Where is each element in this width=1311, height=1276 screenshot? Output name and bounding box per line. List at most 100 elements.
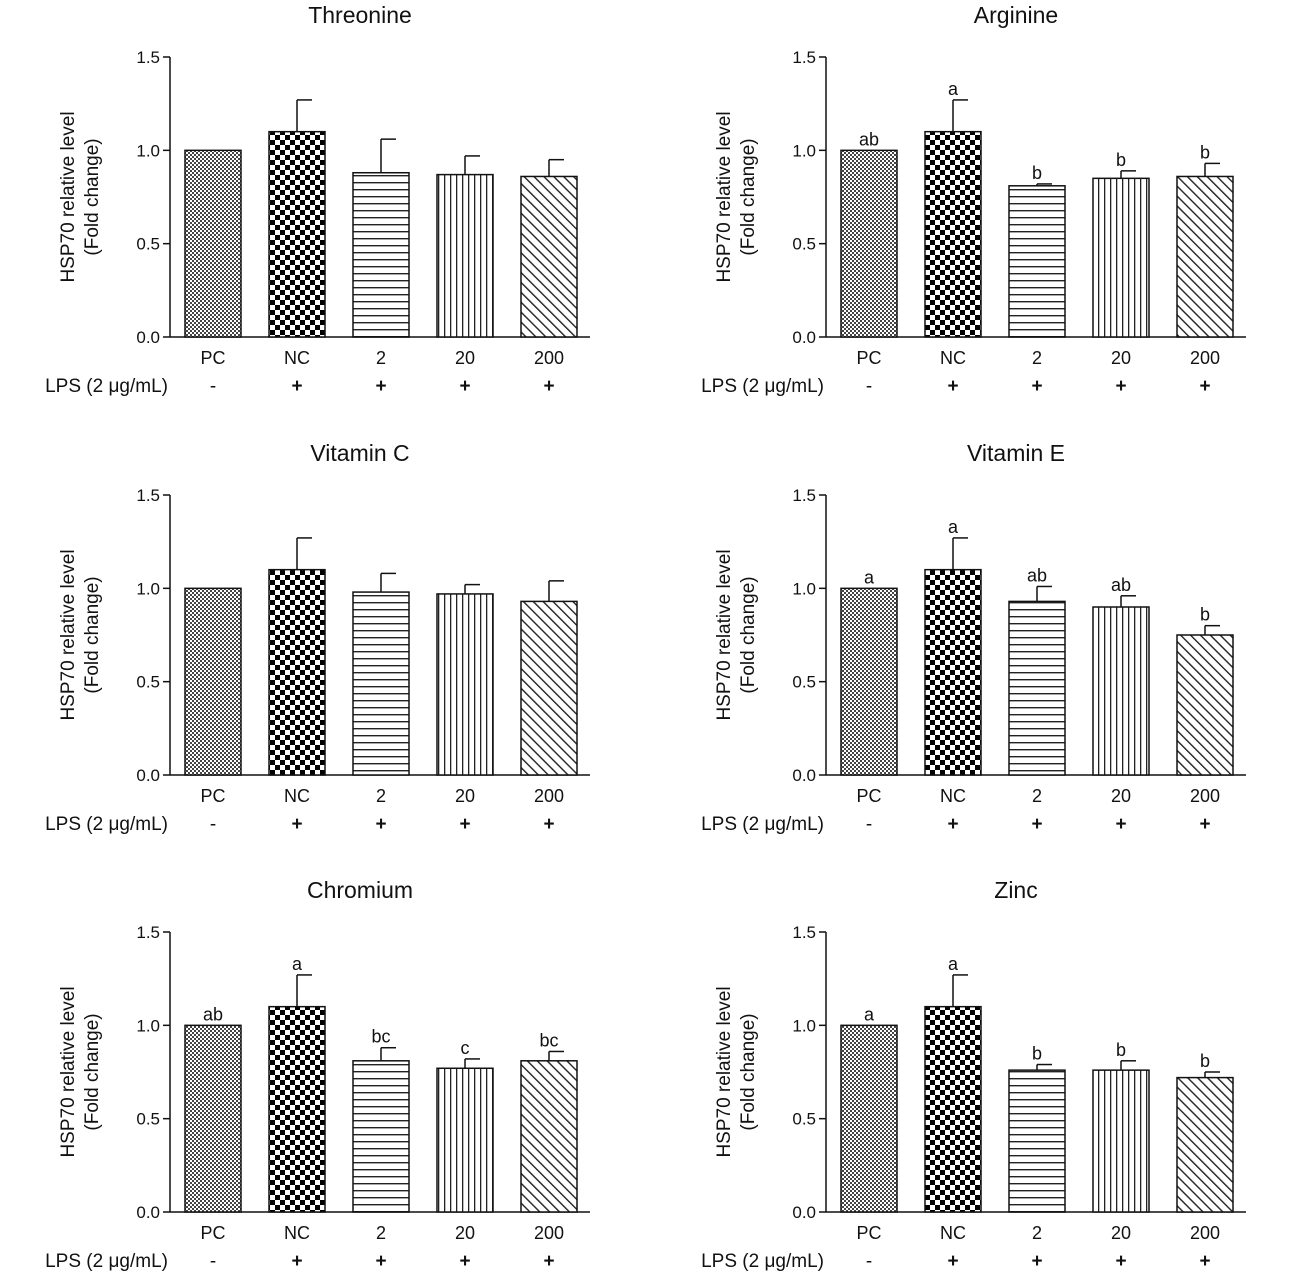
- bar-200: [1176, 634, 1234, 776]
- x-tick-label: NC: [284, 786, 310, 806]
- lps-sign: +: [1031, 1251, 1042, 1272]
- lps-sign: -: [866, 376, 872, 397]
- lps-sign: +: [1115, 1251, 1126, 1272]
- significance-letter: b: [1116, 1040, 1126, 1060]
- y-tick-label: 1.5: [792, 923, 816, 942]
- x-tick-label: 2: [1032, 1223, 1042, 1243]
- chart-panel-vitamin-c: Vitamin C HSP70 relative level (Fold chang…: [45, 440, 590, 835]
- bar-pc: [184, 1024, 242, 1213]
- significance-letter: c: [461, 1038, 470, 1058]
- lps-sign: +: [375, 376, 386, 397]
- lps-sign: +: [375, 1251, 386, 1272]
- lps-sign: +: [1115, 376, 1126, 397]
- bar-nc: [924, 568, 982, 776]
- bar-200: [1176, 175, 1234, 338]
- y-tick-label: 1.0: [136, 579, 160, 598]
- lps-row-label: LPS (2 μg/mL): [701, 1251, 824, 1272]
- chart-panel-vitamin-e: Vitamin E HSP70 relative level (Fold chang…: [701, 440, 1246, 835]
- y-axis-label: HSP70 relative level: [58, 986, 79, 1157]
- bar-nc: [268, 568, 326, 776]
- bar-200: [520, 175, 578, 338]
- lps-sign: +: [543, 1251, 554, 1272]
- y-tick-label: 1.5: [792, 486, 816, 505]
- bar-2: [1008, 185, 1066, 338]
- y-tick-label: 0.5: [136, 235, 160, 254]
- y-tick-label: 0.0: [136, 1203, 160, 1222]
- bar-2: [1008, 1069, 1066, 1213]
- x-tick-label: 200: [1190, 786, 1220, 806]
- lps-sign: +: [1199, 814, 1210, 835]
- lps-sign: +: [543, 376, 554, 397]
- bar-2: [352, 171, 410, 338]
- y-tick-label: 0.5: [792, 1110, 816, 1129]
- lps-sign: +: [1031, 814, 1042, 835]
- x-tick-label: 2: [376, 786, 386, 806]
- x-tick-label: NC: [284, 348, 310, 368]
- chart-panel-chromium: Chromium HSP70 relative level (Fold change…: [45, 877, 590, 1272]
- significance-letter: b: [1116, 150, 1126, 170]
- lps-sign: +: [291, 1251, 302, 1272]
- chart-panel-arginine: Arginine HSP70 relative level (Fold change…: [701, 2, 1246, 397]
- bar-2: [1008, 600, 1066, 776]
- lps-row-label: LPS (2 μg/mL): [701, 814, 824, 835]
- y-tick-label: 0.0: [792, 766, 816, 785]
- significance-letter: b: [1200, 605, 1210, 625]
- lps-sign: +: [1199, 1251, 1210, 1272]
- bar-nc: [268, 130, 326, 338]
- lps-sign: +: [459, 1251, 470, 1272]
- significance-letter: b: [1032, 163, 1042, 183]
- x-tick-label: 2: [1032, 348, 1042, 368]
- bar-pc: [184, 149, 242, 338]
- y-tick-label: 1.5: [136, 486, 160, 505]
- y-axis-label-line2: (Fold change): [82, 1013, 103, 1130]
- significance-letter: bc: [371, 1027, 390, 1047]
- x-tick-label: PC: [200, 1223, 225, 1243]
- x-tick-label: 20: [1111, 786, 1131, 806]
- bar-nc: [268, 1005, 326, 1213]
- bar-20: [436, 593, 494, 776]
- x-tick-label: NC: [940, 348, 966, 368]
- bar-20: [1092, 606, 1150, 776]
- x-tick-label: 20: [1111, 1223, 1131, 1243]
- y-tick-label: 1.5: [136, 923, 160, 942]
- chart-title: Zinc: [994, 877, 1037, 903]
- bar-pc: [840, 149, 898, 338]
- bar-200: [1176, 1076, 1234, 1213]
- lps-sign: +: [1031, 376, 1042, 397]
- chart-title: Chromium: [307, 877, 413, 903]
- lps-sign: +: [1199, 376, 1210, 397]
- lps-sign: +: [947, 1251, 958, 1272]
- bar-pc: [840, 587, 898, 776]
- lps-sign: -: [866, 1251, 872, 1272]
- lps-sign: +: [459, 814, 470, 835]
- y-axis-label: HSP70 relative level: [58, 549, 79, 720]
- bar-200: [520, 600, 578, 776]
- lps-sign: -: [210, 1251, 216, 1272]
- y-tick-label: 0.0: [136, 328, 160, 347]
- y-tick-label: 1.0: [792, 141, 816, 160]
- lps-sign: +: [1115, 814, 1126, 835]
- y-axis-label: HSP70 relative level: [714, 986, 735, 1157]
- y-tick-label: 0.5: [136, 673, 160, 692]
- bar-2: [352, 1060, 410, 1213]
- x-tick-label: 20: [1111, 348, 1131, 368]
- y-tick-label: 1.0: [792, 579, 816, 598]
- significance-letter: a: [864, 1004, 875, 1024]
- y-tick-label: 0.0: [792, 328, 816, 347]
- y-tick-label: 0.5: [792, 235, 816, 254]
- x-tick-label: 20: [455, 348, 475, 368]
- lps-sign: +: [947, 376, 958, 397]
- x-tick-label: 200: [534, 348, 564, 368]
- lps-sign: +: [291, 814, 302, 835]
- lps-sign: +: [459, 376, 470, 397]
- y-tick-label: 1.0: [792, 1016, 816, 1035]
- y-axis-label-line2: (Fold change): [82, 138, 103, 255]
- lps-sign: +: [947, 814, 958, 835]
- lps-row-label: LPS (2 μg/mL): [45, 1251, 168, 1272]
- y-axis-label-line2: (Fold change): [738, 576, 759, 693]
- significance-letter: b: [1200, 142, 1210, 162]
- significance-letter: b: [1200, 1051, 1210, 1071]
- y-axis-label-line2: (Fold change): [82, 576, 103, 693]
- y-tick-label: 0.5: [136, 1110, 160, 1129]
- lps-sign: -: [210, 376, 216, 397]
